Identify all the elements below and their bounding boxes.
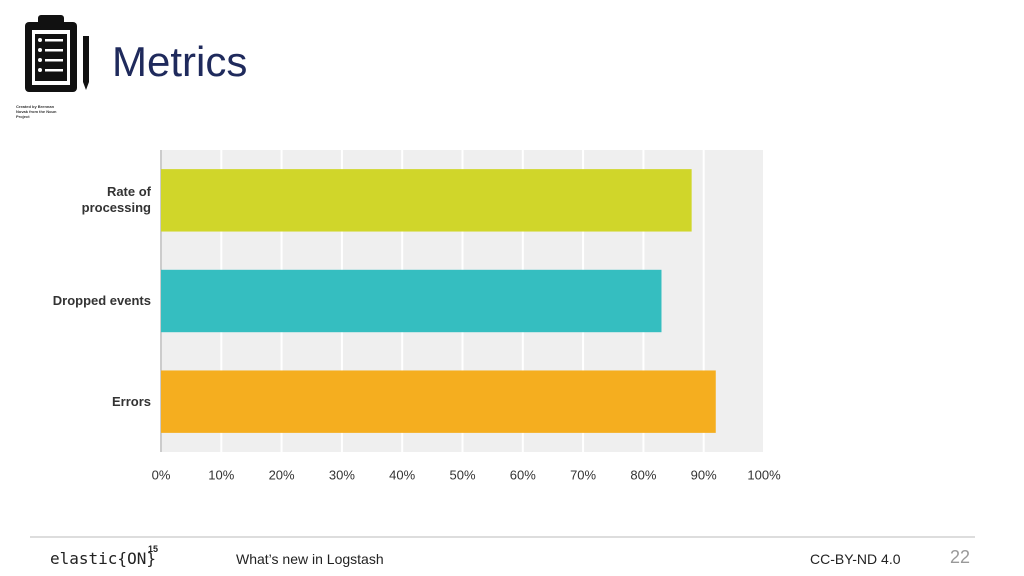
icon-credit: Created by Brennan Novak from the Noun P… xyxy=(16,104,57,119)
x-tick-label: 30% xyxy=(329,467,355,482)
slide-title: Metrics xyxy=(112,38,248,85)
x-tick-label: 50% xyxy=(449,467,475,482)
page-number: 22 xyxy=(950,547,971,567)
footer-title: What’s new in Logstash xyxy=(236,551,384,567)
x-tick-label: 60% xyxy=(510,467,536,482)
x-tick-label: 20% xyxy=(269,467,295,482)
x-tick-label: 70% xyxy=(570,467,596,482)
bar xyxy=(161,370,716,433)
clipboard-icon xyxy=(25,15,89,92)
x-tick-label: 90% xyxy=(691,467,717,482)
brand: elastic{ON} xyxy=(50,549,156,568)
brand-sup: 15 xyxy=(148,544,159,554)
license: CC-BY-ND 4.0 xyxy=(810,551,901,567)
category-label: Rate of processing xyxy=(81,184,151,216)
category-label: Dropped events xyxy=(52,293,151,308)
category-label: Errors xyxy=(111,393,151,409)
x-tick-label: 100% xyxy=(747,467,781,482)
x-tick-label: 40% xyxy=(389,467,415,482)
x-tick-label: 10% xyxy=(208,467,234,482)
bar xyxy=(161,269,662,333)
bar xyxy=(161,169,692,232)
x-tick-label: 0% xyxy=(152,467,171,482)
x-tick-label: 80% xyxy=(630,467,656,482)
